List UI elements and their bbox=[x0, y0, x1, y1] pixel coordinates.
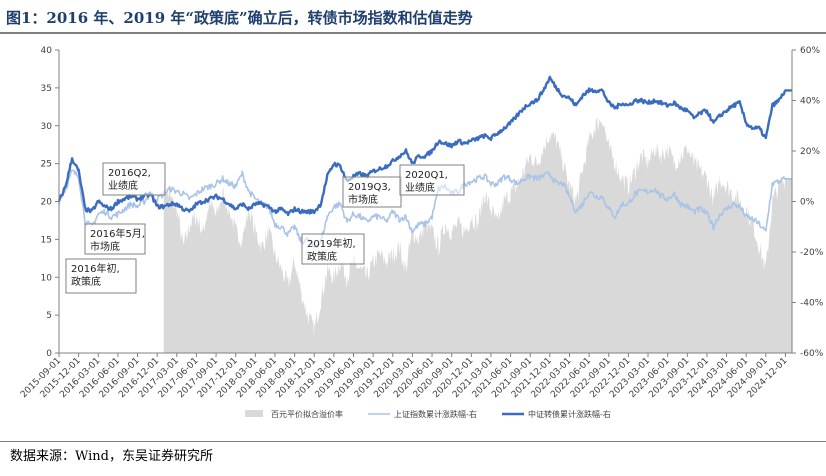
annotation-text: 2020Q1, bbox=[405, 170, 448, 181]
legend-item-2: 上证指数累计涨跌幅-右 bbox=[368, 409, 477, 419]
annotation-text: 政策底 bbox=[307, 250, 337, 263]
legend-label: 百元平价拟合溢价率 bbox=[271, 409, 343, 419]
y-right-tick-label: -40% bbox=[800, 299, 824, 309]
y-right-tick-label: 0% bbox=[800, 198, 815, 208]
annotation-text: 业绩底 bbox=[108, 179, 138, 192]
line-series-layer bbox=[57, 75, 792, 249]
legend-item-1: 百元平价拟合溢价率 bbox=[245, 409, 343, 419]
sse-index-line bbox=[58, 169, 792, 249]
annotation-text: 2016年初, bbox=[71, 262, 120, 275]
y-left-tick-label: 15 bbox=[41, 235, 52, 245]
page-title: 图1：2016 年、2019 年“政策底”确立后，转债市场指数和估值走势 bbox=[6, 9, 473, 27]
annotation-a1: 2016年初,政策底 bbox=[65, 258, 137, 294]
annotation-text: 政策底 bbox=[71, 275, 101, 288]
y-right-tick-label: 60% bbox=[800, 46, 820, 56]
annotation-text: 2016年5月, bbox=[90, 227, 145, 240]
annotation-a5: 2019Q3,市场底 bbox=[342, 176, 402, 208]
annotation-a2: 2016年5月,市场底 bbox=[84, 223, 146, 255]
premium-area-layer bbox=[163, 117, 792, 353]
y-left-tick-label: 30 bbox=[41, 122, 53, 132]
annotation-layer: 2016年初,政策底2016年5月,市场底2016Q2,业绩底2019年初,政策… bbox=[65, 162, 465, 294]
annotation-text: 2019Q3, bbox=[348, 182, 391, 193]
annotation-box bbox=[301, 233, 365, 265]
annotation-a3: 2016Q2,业绩底 bbox=[102, 162, 166, 196]
annotation-a4: 2019年初,政策底 bbox=[301, 233, 365, 265]
annotation-text: 市场底 bbox=[90, 240, 120, 253]
legend: 百元平价拟合溢价率 上证指数累计涨跌幅-右 中证转债累计涨跌幅-右 bbox=[245, 409, 611, 419]
source-note: 数据来源：Wind，东吴证券研究所 bbox=[10, 449, 213, 464]
y-left-tick-label: 5 bbox=[46, 311, 52, 321]
annotation-box bbox=[399, 164, 465, 196]
y-right-tick-label: 40% bbox=[800, 97, 820, 107]
premium-area bbox=[163, 117, 792, 353]
title-divider bbox=[0, 32, 826, 34]
cb-index-line bbox=[57, 75, 792, 217]
legend-item-3: 中证转债累计涨跌幅-右 bbox=[502, 409, 611, 419]
legend-label: 中证转债累计涨跌幅-右 bbox=[528, 409, 611, 419]
annotation-box bbox=[102, 162, 166, 196]
source-divider bbox=[0, 441, 826, 442]
y-left-tick-label: 25 bbox=[41, 160, 52, 170]
y-left-tick-label: 20 bbox=[41, 198, 53, 208]
y-left-tick-label: 35 bbox=[41, 84, 52, 94]
annotation-box bbox=[84, 223, 146, 255]
annotation-text: 2019年初, bbox=[307, 237, 356, 250]
legend-swatch bbox=[245, 410, 263, 417]
y-right-tick-label: 20% bbox=[800, 147, 820, 157]
legend-label: 上证指数累计涨跌幅-右 bbox=[394, 409, 477, 419]
y-left-tick-label: 10 bbox=[41, 273, 53, 283]
y-left-tick-label: 0 bbox=[46, 349, 52, 359]
y-right-tick-label: -20% bbox=[800, 248, 824, 258]
annotation-box bbox=[65, 258, 137, 294]
annotation-text: 业绩底 bbox=[405, 181, 435, 194]
annotation-text: 市场底 bbox=[348, 193, 378, 206]
y-right-tick-label: -60% bbox=[800, 349, 824, 359]
y-left-tick-label: 40 bbox=[41, 46, 53, 56]
annotation-a6: 2020Q1,业绩底 bbox=[399, 164, 465, 196]
annotation-text: 2016Q2, bbox=[108, 168, 151, 179]
